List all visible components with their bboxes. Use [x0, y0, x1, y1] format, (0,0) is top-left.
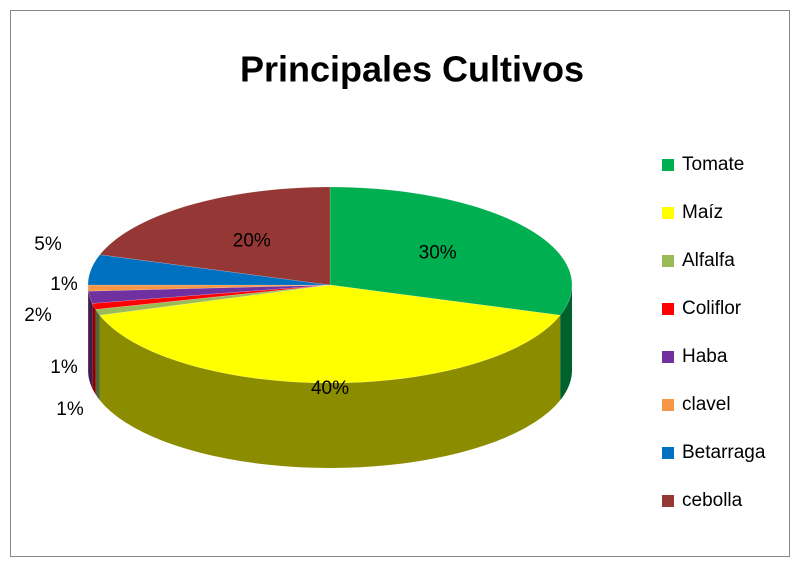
legend-swatch: [662, 447, 674, 459]
pie-side: [96, 309, 100, 400]
legend-swatch: [662, 495, 674, 507]
chart-title: Principales Cultivos: [240, 49, 584, 90]
legend-swatch: [662, 399, 674, 411]
data-label: 1%: [56, 399, 84, 420]
legend-label: Alfalfa: [682, 250, 735, 271]
data-label: 20%: [233, 230, 271, 251]
legend-label: Coliflor: [682, 298, 742, 319]
legend-swatch: [662, 303, 674, 315]
data-label: 1%: [50, 274, 78, 295]
legend-label: Betarraga: [682, 442, 766, 463]
legend-label: cebolla: [682, 490, 743, 511]
pie-side: [88, 291, 92, 388]
legend-label: Tomate: [682, 154, 744, 175]
pie-side: [92, 303, 95, 394]
legend-label: Haba: [682, 346, 728, 367]
legend-swatch: [662, 255, 674, 267]
legend-swatch: [662, 351, 674, 363]
legend-label: clavel: [682, 394, 731, 415]
data-label: 30%: [419, 242, 457, 263]
data-label: 1%: [50, 357, 78, 378]
legend-swatch: [662, 207, 674, 219]
legend-swatch: [662, 159, 674, 171]
data-label: 2%: [24, 305, 52, 326]
data-label: 5%: [34, 234, 62, 255]
data-label: 40%: [311, 378, 349, 399]
legend-label: Maíz: [682, 202, 723, 223]
